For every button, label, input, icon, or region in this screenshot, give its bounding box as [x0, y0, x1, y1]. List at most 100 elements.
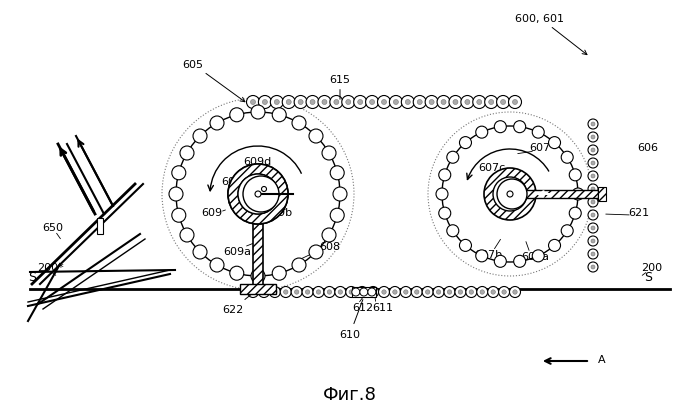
Circle shape [494, 121, 506, 133]
Circle shape [294, 96, 307, 109]
Circle shape [193, 130, 207, 144]
Circle shape [322, 100, 327, 105]
Circle shape [401, 96, 415, 109]
Circle shape [591, 148, 595, 153]
Circle shape [309, 245, 323, 259]
Circle shape [230, 108, 244, 122]
Circle shape [425, 96, 438, 109]
Circle shape [569, 169, 582, 182]
Circle shape [176, 113, 340, 276]
Circle shape [259, 287, 269, 298]
Circle shape [259, 96, 271, 109]
Circle shape [447, 152, 459, 164]
Text: 622: 622 [222, 291, 256, 314]
Text: 607: 607 [529, 143, 551, 153]
Circle shape [429, 100, 434, 105]
Circle shape [247, 96, 259, 109]
Circle shape [488, 287, 498, 298]
Circle shape [210, 258, 224, 272]
Circle shape [588, 146, 598, 155]
Circle shape [302, 287, 313, 298]
Text: 612: 612 [352, 302, 373, 312]
Bar [525, 191, 598, 198]
Circle shape [459, 240, 471, 252]
Circle shape [261, 290, 266, 294]
Circle shape [466, 287, 477, 298]
Circle shape [549, 137, 561, 149]
Circle shape [330, 96, 343, 109]
Circle shape [532, 127, 545, 139]
Circle shape [459, 290, 463, 294]
Circle shape [228, 164, 288, 225]
Circle shape [591, 188, 595, 191]
Text: 607b: 607b [474, 249, 502, 259]
Circle shape [251, 270, 265, 283]
Circle shape [588, 198, 598, 207]
Circle shape [498, 287, 510, 298]
Circle shape [210, 117, 224, 130]
Text: 608: 608 [319, 241, 340, 252]
Circle shape [512, 100, 517, 105]
Circle shape [349, 290, 354, 294]
Circle shape [327, 290, 331, 294]
Circle shape [508, 96, 521, 109]
Circle shape [228, 164, 288, 225]
Text: S: S [28, 270, 36, 283]
Text: 607c: 607c [478, 163, 505, 173]
Text: 609: 609 [201, 207, 222, 218]
Circle shape [238, 175, 278, 214]
Circle shape [269, 287, 280, 298]
Circle shape [477, 100, 482, 105]
Circle shape [389, 287, 401, 298]
Circle shape [591, 227, 595, 230]
Circle shape [292, 117, 306, 130]
Text: 609d: 609d [243, 157, 271, 166]
Circle shape [496, 96, 510, 109]
Text: 650: 650 [43, 222, 64, 232]
Circle shape [243, 177, 279, 213]
Circle shape [172, 209, 186, 222]
Circle shape [444, 287, 455, 298]
Bar [352, 287, 376, 297]
Circle shape [368, 287, 379, 298]
Circle shape [271, 96, 283, 109]
Text: 600, 601: 600, 601 [515, 14, 587, 56]
Circle shape [591, 200, 595, 204]
Circle shape [298, 100, 303, 105]
Text: 609c: 609c [222, 177, 249, 187]
Circle shape [484, 169, 536, 220]
Circle shape [437, 96, 450, 109]
Circle shape [449, 96, 462, 109]
Circle shape [292, 258, 306, 272]
Circle shape [513, 290, 517, 294]
Circle shape [342, 96, 355, 109]
Circle shape [588, 172, 598, 182]
Circle shape [346, 287, 356, 298]
Circle shape [284, 290, 288, 294]
Circle shape [382, 100, 387, 105]
Circle shape [317, 290, 321, 294]
Circle shape [193, 245, 207, 259]
Circle shape [500, 100, 505, 105]
Circle shape [447, 290, 452, 294]
Circle shape [494, 256, 506, 267]
Circle shape [436, 290, 441, 294]
Circle shape [356, 287, 368, 298]
Circle shape [588, 262, 598, 272]
Circle shape [250, 100, 256, 105]
Circle shape [358, 100, 363, 105]
Text: 609b: 609b [264, 207, 292, 218]
Circle shape [510, 287, 521, 298]
Circle shape [591, 175, 595, 179]
Circle shape [378, 287, 389, 298]
Circle shape [502, 290, 506, 294]
Circle shape [417, 100, 422, 105]
Text: S: S [644, 270, 652, 283]
Circle shape [549, 240, 561, 252]
Circle shape [591, 162, 595, 166]
Circle shape [354, 96, 367, 109]
Circle shape [180, 147, 194, 161]
Circle shape [322, 147, 336, 161]
Circle shape [561, 225, 573, 237]
Circle shape [368, 288, 376, 296]
